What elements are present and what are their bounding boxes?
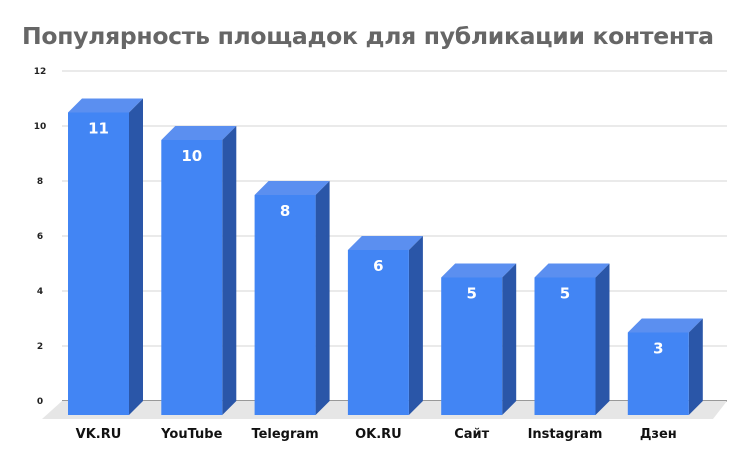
- x-category-label: OK.RU: [355, 427, 402, 442]
- x-category-label: Telegram: [251, 427, 318, 442]
- x-axis: VK.RU YouTube Telegram OK.RU Сайт Instagram Дз…: [76, 427, 677, 442]
- bar: 10: [161, 126, 237, 415]
- bar-value-label: 3: [653, 340, 663, 358]
- bar-top: [347, 236, 423, 250]
- y-tick-label: 8: [37, 177, 43, 187]
- x-category-label: Instagram: [528, 427, 603, 442]
- bar: 6: [347, 236, 423, 415]
- bar-front: [68, 112, 129, 415]
- bar-front: [441, 277, 503, 415]
- bar-side: [688, 318, 703, 415]
- bar: 8: [254, 181, 330, 415]
- x-category-label: Сайт: [454, 427, 489, 442]
- bar-front: [254, 195, 316, 415]
- bar-front: [534, 277, 596, 415]
- bar: 11: [68, 98, 143, 415]
- bar-top: [534, 263, 610, 278]
- bar-top: [254, 181, 330, 195]
- bar-side: [502, 263, 517, 415]
- bar-value-label: 8: [280, 202, 290, 220]
- bar: 5: [534, 263, 610, 415]
- y-axis: 0 2 4 6 8 10 12: [34, 67, 47, 407]
- bar-value-label: 6: [373, 257, 383, 275]
- x-category-label: VK.RU: [76, 427, 122, 442]
- bar-front: [347, 250, 409, 415]
- bar-front: [627, 332, 689, 415]
- bar-top: [441, 263, 517, 278]
- bar-value-label: 10: [181, 147, 202, 165]
- bar-top: [68, 98, 143, 113]
- y-tick-label: 12: [34, 67, 47, 77]
- y-tick-label: 6: [37, 232, 43, 242]
- x-category-label: Дзен: [640, 427, 677, 442]
- chart-title: Популярность площадок для публикации кон…: [22, 22, 714, 50]
- bar-side: [408, 236, 423, 415]
- bar-top: [161, 126, 237, 140]
- y-tick-label: 10: [34, 122, 47, 132]
- y-tick-label: 2: [37, 342, 43, 352]
- bar-value-label: 11: [88, 120, 109, 138]
- bar-side: [315, 181, 330, 415]
- bar-side: [222, 126, 237, 415]
- bar: 5: [441, 263, 517, 415]
- bar-side: [595, 263, 610, 415]
- bar-side: [129, 98, 143, 415]
- x-category-label: YouTube: [160, 427, 222, 442]
- bar-top: [627, 318, 703, 333]
- y-tick-label: 4: [37, 287, 43, 297]
- bar: 3: [627, 318, 703, 415]
- bar-value-label: 5: [560, 285, 570, 303]
- bar-front: [161, 140, 223, 415]
- y-tick-label: 0: [37, 397, 43, 407]
- bar-value-label: 5: [466, 285, 476, 303]
- bars: 11 10 8 6 5 5 3: [68, 98, 703, 415]
